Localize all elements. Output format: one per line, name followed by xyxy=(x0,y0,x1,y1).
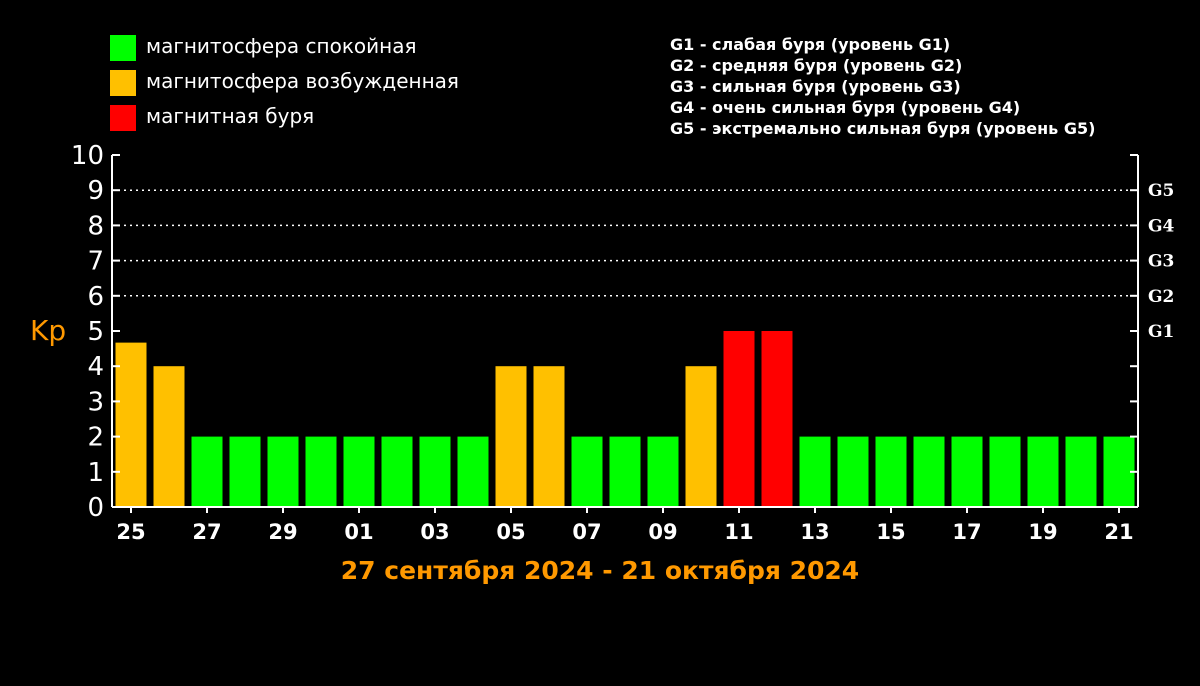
y-tick-label-3: 3 xyxy=(87,387,104,417)
legend-label-quiet: магнитосфера спокойная xyxy=(146,34,417,58)
y-tick-label-2: 2 xyxy=(87,423,104,453)
g-level-label-g5: G5 xyxy=(1148,181,1174,201)
x-tick-label-10: 15 xyxy=(876,520,905,544)
bar-11 xyxy=(723,331,755,507)
bar-08 xyxy=(609,436,641,507)
x-tick-label-6: 07 xyxy=(572,520,601,544)
y-tick-label-9: 9 xyxy=(87,176,104,206)
bar-06 xyxy=(533,366,565,507)
y-tick-label-4: 4 xyxy=(87,352,104,382)
legend-item-storm: магнитная буря xyxy=(110,102,530,132)
storm-level-g2: G2 - средняя буря (уровень G2) xyxy=(670,56,963,75)
bar-27 xyxy=(191,436,223,507)
bar-05 xyxy=(495,366,527,507)
x-tick-label-3: 01 xyxy=(344,520,373,544)
x-tick-label-5: 05 xyxy=(496,520,525,544)
x-tick-label-13: 21 xyxy=(1104,520,1133,544)
g-level-label-g1: G1 xyxy=(1148,322,1174,342)
storm-level-key: G1 - слабая буря (уровень G1) G2 - средн… xyxy=(670,34,1095,139)
bar-21 xyxy=(1103,436,1135,507)
bar-26 xyxy=(153,366,185,507)
x-tick-label-8: 11 xyxy=(724,520,753,544)
bar-17 xyxy=(951,436,983,507)
storm-level-g3: G3 - сильная буря (уровень G3) xyxy=(670,77,961,96)
bar-03 xyxy=(419,436,451,507)
y-tick-label-7: 7 xyxy=(87,247,104,277)
legend-item-quiet: магнитосфера спокойная xyxy=(110,32,530,62)
y-axis-title: Kp xyxy=(30,314,66,347)
y-tick-label-8: 8 xyxy=(87,211,104,241)
bar-15 xyxy=(875,436,907,507)
x-tick-label-1: 27 xyxy=(192,520,221,544)
bar-10 xyxy=(685,366,717,507)
bar-20 xyxy=(1065,436,1097,507)
bar-19 xyxy=(1027,436,1059,507)
g-level-label-g4: G4 xyxy=(1148,216,1175,236)
x-tick-label-12: 19 xyxy=(1028,520,1057,544)
x-tick-label-11: 17 xyxy=(952,520,981,544)
bar-04 xyxy=(457,436,489,507)
bar-01 xyxy=(343,436,375,507)
bar-16 xyxy=(913,436,945,507)
y-tick-label-6: 6 xyxy=(87,282,104,312)
g-level-label-g3: G3 xyxy=(1148,252,1174,272)
bar-13 xyxy=(799,436,831,507)
x-tick-label-0: 25 xyxy=(116,520,145,544)
bar-25 xyxy=(115,342,147,507)
bar-07 xyxy=(571,436,603,507)
y-tick-label-10: 10 xyxy=(71,141,104,171)
y-tick-label-1: 1 xyxy=(87,458,104,488)
legend-swatch-quiet xyxy=(110,35,136,61)
chart-subtitle: 27 сентября 2024 - 21 октября 2024 xyxy=(340,556,860,585)
legend-label-storm: магнитная буря xyxy=(146,104,315,128)
bar-30 xyxy=(305,436,337,507)
bar-02 xyxy=(381,436,413,507)
y-tick-label-0: 0 xyxy=(87,493,104,523)
legend-label-excited: магнитосфера возбужденная xyxy=(146,69,459,93)
bar-12 xyxy=(761,331,793,507)
storm-level-g1: G1 - слабая буря (уровень G1) xyxy=(670,35,951,54)
bar-29 xyxy=(267,436,299,507)
legend-swatch-excited xyxy=(110,70,136,96)
x-tick-label-4: 03 xyxy=(420,520,449,544)
y-tick-label-5: 5 xyxy=(87,317,104,347)
bar-14 xyxy=(837,436,869,507)
x-tick-label-9: 13 xyxy=(800,520,829,544)
bar-28 xyxy=(229,436,261,507)
x-tick-label-7: 09 xyxy=(648,520,677,544)
bar-09 xyxy=(647,436,679,507)
storm-level-g5: G5 - экстремально сильная буря (уровень … xyxy=(670,119,1096,138)
storm-level-g4: G4 - очень сильная буря (уровень G4) xyxy=(670,98,1021,117)
bar-18 xyxy=(989,436,1021,507)
legend-swatch-storm xyxy=(110,105,136,131)
legend-item-excited: магнитосфера возбужденная xyxy=(110,67,530,97)
g-level-label-g2: G2 xyxy=(1148,287,1174,307)
x-tick-label-2: 29 xyxy=(268,520,297,544)
